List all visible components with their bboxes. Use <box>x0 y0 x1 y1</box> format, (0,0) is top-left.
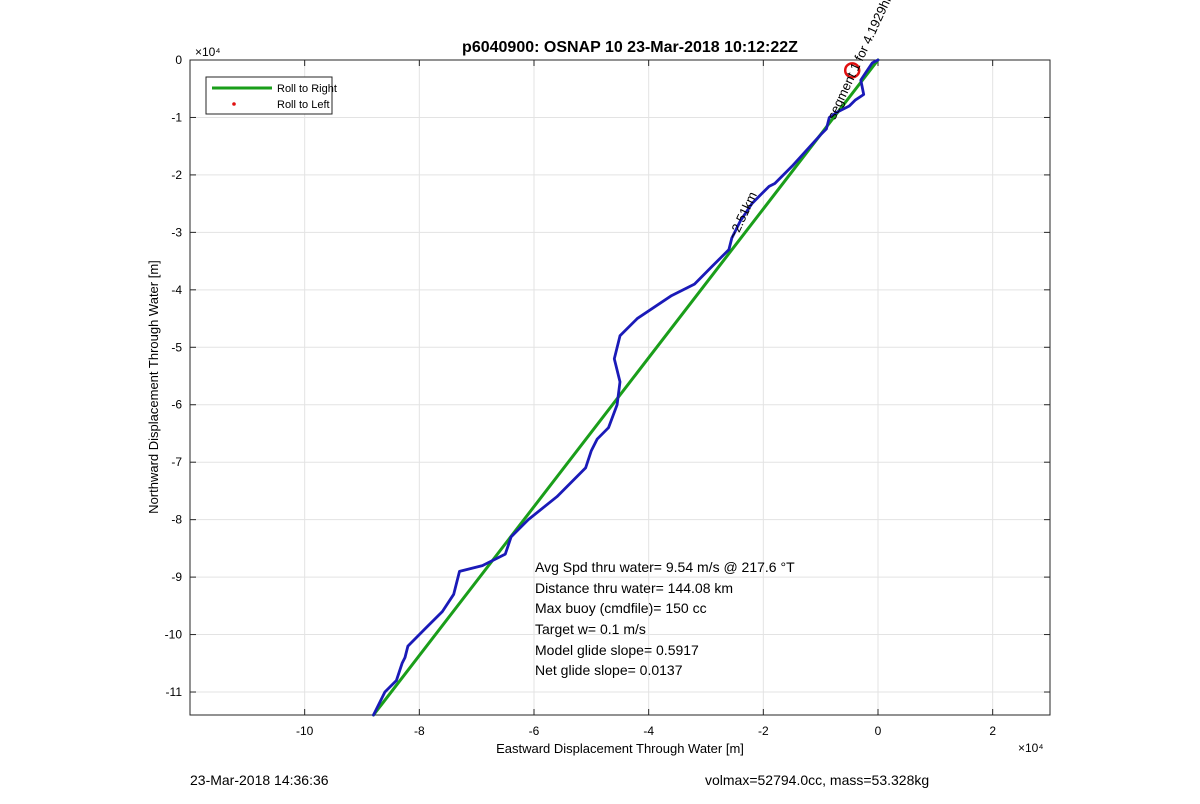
legend: Roll to Right Roll to Left <box>205 76 337 115</box>
x-tick-label: -8 <box>414 724 425 738</box>
grid-lines <box>190 59 1050 715</box>
x-tick-label: -10 <box>296 724 314 738</box>
x-tick-label: -4 <box>643 724 654 738</box>
stat-distance: Distance thru water= 144.08 km <box>535 580 733 596</box>
y-tick-label: -3 <box>171 225 182 239</box>
legend-box <box>205 76 333 115</box>
x-tick-label: 0 <box>875 724 882 738</box>
y-tick-label: -10 <box>165 628 183 642</box>
y-tick-label: -9 <box>171 570 182 584</box>
y-exponent: ×10⁴ <box>195 45 221 59</box>
x-axis-label: Eastward Displacement Through Water [m] <box>496 741 744 756</box>
plot-frame <box>189 59 1051 716</box>
legend-label-roll-left: Roll to Left <box>277 99 330 111</box>
legend-swatch-roll-left <box>232 102 236 106</box>
y-tick-label: -8 <box>171 513 182 527</box>
y-tick-label: -6 <box>171 398 182 412</box>
y-tick-label: -4 <box>171 283 182 297</box>
y-tick-label: -11 <box>166 685 183 699</box>
stats-text-block: Avg Spd thru water= 9.54 m/s @ 217.6 °T … <box>535 559 795 678</box>
footer-timestamp: 23-Mar-2018 14:36:36 <box>190 772 329 788</box>
y-tick-label: -5 <box>171 340 182 354</box>
series-line-roll-right <box>372 58 880 717</box>
stat-model-glide: Model glide slope= 0.5917 <box>535 642 699 658</box>
y-tick-label: -7 <box>171 455 182 469</box>
x-exponent: ×10⁴ <box>1018 741 1044 755</box>
y-tick-label: -1 <box>171 110 182 124</box>
annotation-segment: segment 1 for 4.1929hr <box>824 0 895 122</box>
y-axis-label: Northward Displacement Through Water [m] <box>146 260 161 514</box>
stat-target-w: Target w= 0.1 m/s <box>535 621 646 637</box>
start-marker <box>843 62 861 79</box>
stat-net-glide: Net glide slope= 0.0137 <box>535 662 683 678</box>
y-tick-label: -2 <box>171 168 182 182</box>
axis-ticks: -10 -8 -6 -4 -2 0 2 0 -1 -2 -3 -4 -5 -6 -7 -8 -9 -10 -11 <box>165 53 1050 738</box>
x-tick-label: -6 <box>529 724 540 738</box>
y-tick-label: 0 <box>175 53 182 67</box>
stat-max-buoy: Max buoy (cmdfile)= 150 cc <box>535 600 707 616</box>
x-tick-label: -2 <box>758 724 769 738</box>
series-line-track <box>372 58 880 717</box>
legend-label-roll-right: Roll to Right <box>277 83 337 95</box>
stat-avg-speed: Avg Spd thru water= 9.54 m/s @ 217.6 °T <box>535 559 795 575</box>
chart-title: p6040900: OSNAP 10 23-Mar-2018 10:12:22Z <box>462 39 798 56</box>
x-tick-label: 2 <box>989 724 996 738</box>
footer-volmax-mass: volmax=52794.0cc, mass=53.328kg <box>705 772 930 788</box>
